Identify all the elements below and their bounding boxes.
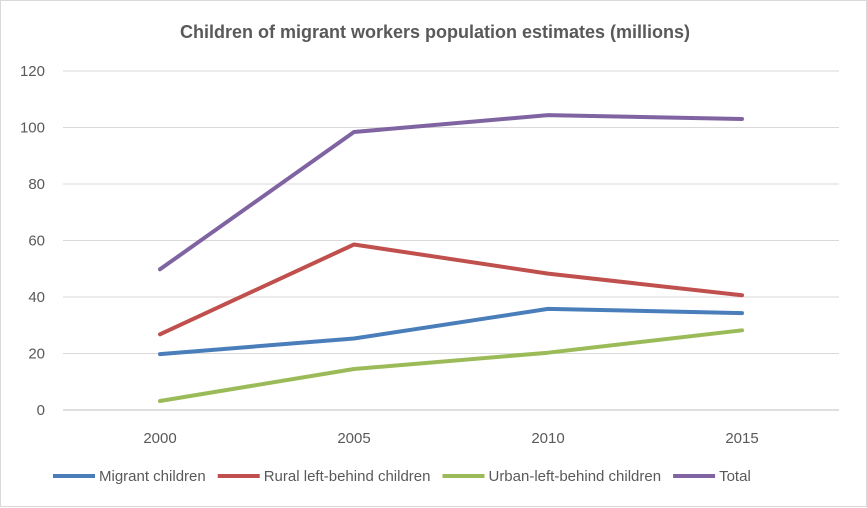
legend-label-rural-left-behind-children: Rural left-behind children [264, 468, 431, 485]
y-tick-label: 40 [28, 289, 45, 306]
y-tick-label: 60 [28, 233, 45, 250]
legend-label-total: Total [719, 468, 751, 485]
series-line-migrant-children [158, 306, 744, 357]
chart-title: Children of migrant workers population e… [180, 22, 690, 42]
x-tick-label: 2010 [531, 430, 564, 447]
y-tick-label: 80 [28, 176, 45, 193]
y-tick-label: 20 [28, 346, 45, 363]
x-tick-label: 2015 [725, 430, 758, 447]
legend-label-urban-left-behind-children: Urban-left-behind children [488, 468, 661, 485]
series-line-rural-left-behind-children [158, 242, 744, 337]
x-tick-label: 2000 [143, 430, 176, 447]
series-line-total [158, 113, 744, 272]
y-tick-label: 0 [37, 402, 45, 419]
x-tick-label: 2005 [337, 430, 370, 447]
y-axis-ticks: 0 20 40 60 80 100 120 [20, 63, 45, 419]
legend: Migrant children Rural left-behind childr… [53, 468, 751, 485]
series-line-urban-left-behind-children [158, 328, 744, 403]
series-lines [158, 113, 744, 403]
y-tick-label: 120 [20, 63, 45, 80]
y-tick-label: 100 [20, 120, 45, 137]
legend-label-migrant-children: Migrant children [99, 468, 206, 485]
x-axis-ticks: 2000 2005 2010 2015 [143, 430, 758, 447]
